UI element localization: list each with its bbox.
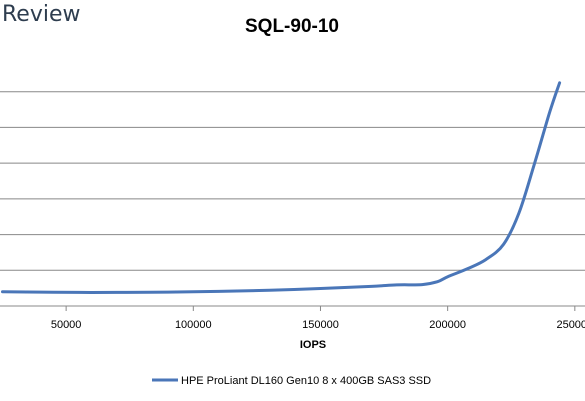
legend: HPE ProLiant DL160 Gen10 8 x 400GB SAS3 … — [152, 375, 431, 387]
x-tick-label: 100000 — [175, 319, 212, 331]
series-line — [1, 81, 562, 294]
chart-title: SQL-90-10 — [245, 16, 339, 37]
x-axis: 50000 100000 150000 200000 250000 — [51, 306, 585, 331]
x-tick-label: 250000 — [556, 319, 585, 331]
gridlines — [0, 91, 585, 307]
series-layer — [1, 81, 562, 294]
legend-label: HPE ProLiant DL160 Gen10 8 x 400GB SAS3 … — [181, 375, 431, 387]
x-axis-title: IOPS — [300, 339, 326, 351]
brand-logo-text: Review — [2, 2, 81, 27]
x-tick-label: 150000 — [302, 319, 339, 331]
x-tick-label: 200000 — [429, 319, 466, 331]
x-tick-label: 50000 — [51, 319, 82, 331]
